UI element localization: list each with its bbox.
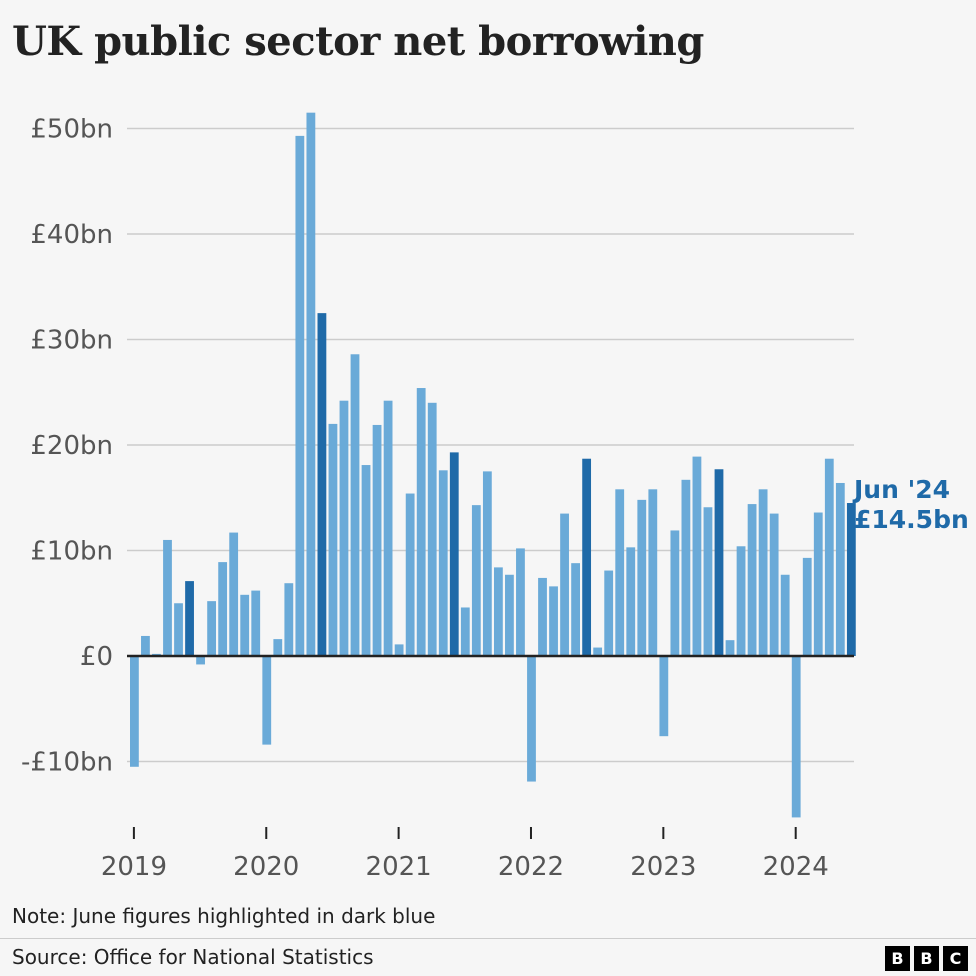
x-tick-label: 2024	[763, 852, 829, 882]
chart-title: UK public sector net borrowing	[12, 18, 704, 65]
bar	[306, 112, 316, 657]
bar	[769, 513, 779, 657]
bar	[835, 482, 845, 656]
bar-june	[317, 313, 327, 657]
last-value-annotation: Jun '24 £14.5bn	[852, 475, 969, 534]
bar	[615, 489, 625, 656]
bar	[538, 577, 547, 656]
bar	[262, 656, 272, 745]
bar	[130, 656, 139, 767]
bar-june	[714, 469, 724, 656]
bar-june	[185, 581, 194, 657]
logo-letter-b1: B	[885, 946, 910, 971]
logo-letter-c: C	[943, 946, 968, 971]
bar	[604, 570, 614, 656]
bar	[505, 574, 514, 656]
bar	[516, 548, 525, 656]
bar	[251, 590, 261, 656]
bar	[703, 507, 713, 656]
bar	[824, 458, 834, 656]
y-tick-label: £20bn	[30, 431, 113, 461]
bar	[593, 647, 603, 656]
annotation-month: Jun '24	[852, 475, 950, 504]
x-tick-label: 2023	[630, 852, 696, 882]
bar	[240, 594, 250, 656]
bar	[758, 489, 768, 656]
bar	[438, 470, 448, 656]
y-tick-label: £50bn	[30, 115, 113, 145]
bar	[736, 546, 746, 656]
y-tick-label: £0	[80, 642, 113, 672]
bar	[692, 456, 702, 657]
bar	[648, 489, 658, 656]
bar	[405, 493, 415, 656]
bar	[416, 388, 426, 656]
x-tick-label: 2019	[101, 852, 167, 882]
logo-letter-b2: B	[914, 946, 939, 971]
bar	[383, 400, 393, 656]
gridlines	[127, 127, 854, 763]
bar	[350, 354, 360, 656]
bar	[791, 656, 801, 818]
chart-source: Source: Office for National Statistics	[12, 945, 374, 969]
y-tick-label: £10bn	[30, 537, 113, 567]
bar	[196, 656, 205, 665]
bar	[681, 479, 691, 656]
bar	[471, 505, 481, 656]
bar	[328, 423, 338, 656]
bar	[273, 639, 283, 656]
bar	[780, 574, 790, 656]
bar-june	[449, 452, 459, 656]
bar	[229, 532, 239, 657]
bar	[207, 601, 217, 656]
bars	[130, 112, 856, 818]
bar	[527, 656, 536, 782]
x-tick-label: 2022	[498, 852, 564, 882]
bar	[493, 567, 503, 656]
bar	[637, 499, 647, 656]
bbc-logo: B B C	[885, 946, 968, 971]
bar	[670, 530, 680, 656]
bar-june	[582, 458, 592, 656]
bar	[339, 400, 349, 656]
footer-divider	[0, 938, 976, 939]
bar	[460, 607, 470, 656]
bar	[174, 603, 183, 656]
bar	[549, 586, 558, 656]
bar	[372, 424, 382, 656]
y-tick-label: -£10bn	[21, 748, 113, 778]
bar	[394, 644, 404, 656]
bar-chart: £50bn£40bn£30bn£20bn£10bn£0-£10bn 2019 20…	[21, 112, 969, 882]
chart-note: Note: June figures highlighted in dark b…	[12, 904, 436, 928]
bar	[725, 640, 735, 656]
bar	[802, 557, 812, 656]
x-axis: 2019 2020 2021 2022 2023 2024	[101, 827, 829, 882]
bar	[626, 547, 636, 657]
bar	[747, 504, 757, 656]
annotation-value: £14.5bn	[854, 505, 969, 534]
bar	[284, 583, 294, 657]
bar	[482, 471, 492, 657]
bar	[218, 562, 228, 657]
bar	[560, 513, 569, 657]
y-tick-label: £40bn	[30, 220, 113, 250]
y-tick-label: £30bn	[30, 326, 113, 356]
bar	[295, 135, 305, 656]
bar	[361, 465, 371, 656]
x-tick-label: 2021	[366, 852, 432, 882]
bar	[141, 635, 150, 657]
bar	[427, 402, 437, 656]
bar	[163, 539, 172, 656]
bar	[813, 512, 823, 656]
bar	[571, 563, 580, 656]
bar	[659, 656, 669, 737]
y-axis-labels: £50bn £40bn £30bn £20bn £10bn £0 -£10bn	[21, 115, 113, 778]
x-tick-label: 2020	[233, 852, 299, 882]
bar-june	[846, 503, 856, 656]
